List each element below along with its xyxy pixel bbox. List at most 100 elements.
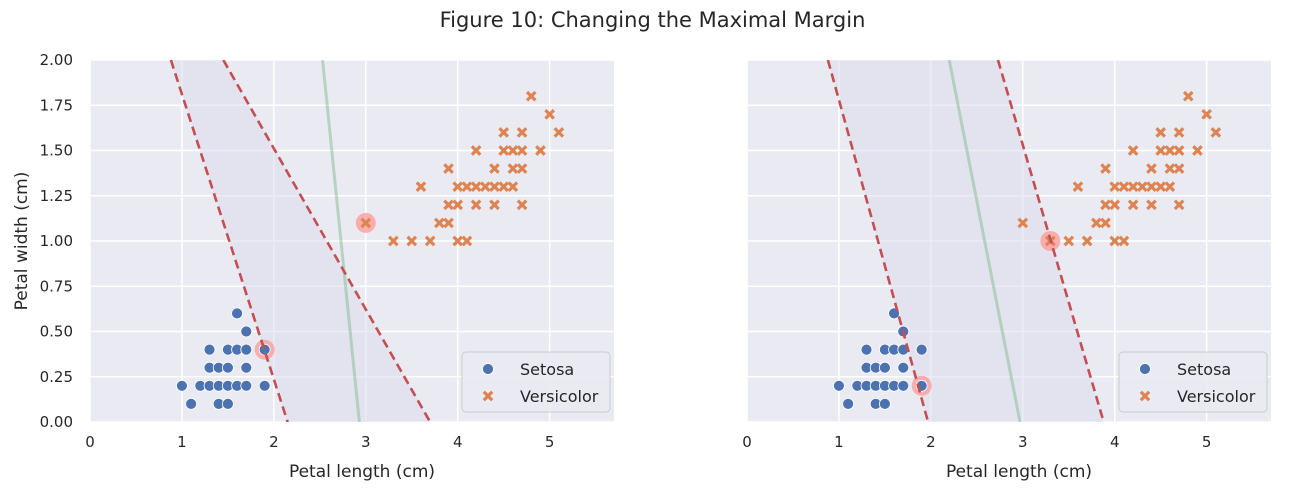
setosa-point — [185, 397, 198, 410]
versicolor-point — [1155, 145, 1167, 156]
versicolor-point — [1100, 163, 1111, 174]
x-axis-label: Petal length (cm) — [946, 462, 1092, 482]
decision-boundary-line — [321, 60, 361, 422]
y-tick-label: 1.75 — [40, 96, 73, 114]
margin-lower-line — [169, 60, 289, 422]
versicolor-point — [388, 235, 399, 247]
y-tick-label: 1.25 — [40, 187, 73, 205]
versicolor-point — [498, 145, 510, 156]
margin-lower-line — [826, 60, 930, 422]
versicolor-point — [1118, 235, 1130, 247]
setosa-point — [231, 307, 243, 320]
setosa-point — [240, 343, 253, 356]
versicolor-point — [1063, 235, 1075, 247]
legend-setosa-marker — [482, 363, 494, 375]
versicolor-point — [424, 235, 436, 247]
x-tick-label: 5 — [1202, 433, 1212, 451]
versicolor-point — [1146, 199, 1157, 211]
versicolor-point — [1164, 145, 1176, 156]
setosa-point — [240, 361, 253, 374]
versicolor-point — [470, 181, 482, 193]
versicolor-point — [1109, 235, 1121, 247]
versicolor-point — [516, 127, 528, 138]
legend: Setosa Versicolor — [461, 351, 611, 413]
versicolor-point — [516, 199, 528, 211]
versicolor-point — [498, 127, 510, 138]
y-tick-label: 1.00 — [40, 232, 73, 250]
setosa-point — [176, 379, 188, 392]
versicolor-point — [360, 217, 372, 229]
versicolor-point — [1127, 145, 1139, 156]
figure-title: Figure 10: Changing the Maximal Margin — [439, 8, 866, 32]
versicolor-point — [479, 181, 491, 193]
versicolor-point — [1090, 217, 1102, 229]
legend-versicolor-label: Versicolor — [520, 387, 599, 406]
versicolor-point — [1017, 217, 1029, 229]
y-tick-label: 2.00 — [40, 51, 73, 69]
y-tick-label: 0.50 — [40, 323, 73, 341]
versicolor-point — [1173, 163, 1185, 174]
versicolor-point — [1109, 181, 1121, 193]
x-tick-label: 1 — [177, 433, 187, 451]
versicolor-point — [1118, 181, 1130, 193]
subplot-1: 0 1 2 3 4 5 0.00 0.25 0.50 0.75 1.00 1.25 1.50 1.75 2.… — [12, 51, 614, 482]
y-tick-label: 0.00 — [40, 413, 73, 431]
setosa-point — [897, 361, 910, 374]
legend-box — [461, 351, 611, 413]
versicolor-point — [1173, 145, 1185, 156]
y-axis-label: Petal width (cm) — [12, 172, 32, 311]
x-tick-label: 3 — [1018, 433, 1028, 451]
versicolor-point — [507, 181, 519, 193]
versicolor-point — [489, 181, 500, 193]
versicolor-point — [1100, 217, 1111, 229]
legend-versicolor-label: Versicolor — [1177, 387, 1256, 406]
versicolor-point — [1164, 163, 1176, 174]
versicolor-point — [498, 181, 510, 193]
setosa-point — [915, 343, 928, 356]
setosa-point — [842, 397, 855, 410]
y-tick-label: 0.75 — [40, 277, 73, 295]
versicolor-point — [1146, 163, 1157, 174]
versicolor-point — [1210, 127, 1222, 138]
versicolor-point — [443, 217, 454, 229]
versicolor-point — [415, 181, 427, 193]
versicolor-point — [489, 199, 500, 211]
versicolor-point — [443, 199, 454, 211]
versicolor-point — [535, 145, 546, 156]
versicolor-point — [1155, 181, 1167, 193]
margin-band — [827, 60, 1104, 422]
versicolor-point — [461, 235, 473, 247]
setosa-point — [221, 361, 234, 374]
versicolor-point — [1127, 181, 1139, 193]
versicolor-point — [1164, 181, 1176, 193]
versicolor-point — [406, 235, 418, 247]
versicolor-point — [470, 199, 482, 211]
versicolor-point — [1072, 181, 1084, 193]
subplot-2: 0 1 2 3 4 5 Petal length (cm) Setosa Versicolor — [742, 60, 1271, 482]
legend-setosa-marker — [1139, 363, 1151, 375]
setosa-point — [240, 379, 253, 392]
versicolor-point — [516, 163, 528, 174]
legend-versicolor-marker — [1139, 390, 1151, 402]
x-tick-label: 3 — [361, 433, 371, 451]
setosa-point — [833, 379, 845, 392]
versicolor-point — [452, 235, 464, 247]
margin-upper-line — [996, 60, 1105, 422]
setosa-point — [897, 379, 910, 392]
legend-versicolor-marker — [482, 390, 494, 402]
y-tick-label: 0.25 — [40, 368, 73, 386]
x-tick-label: 2 — [926, 433, 936, 451]
legend: Setosa Versicolor — [1118, 351, 1268, 413]
decision-boundary-line — [947, 60, 1022, 422]
versicolor-point — [1173, 199, 1185, 211]
versicolor-point — [544, 108, 555, 120]
versicolor-point — [470, 145, 482, 156]
legend-setosa-label: Setosa — [1177, 360, 1231, 379]
x-tick-label: 1 — [834, 433, 844, 451]
x-axis-label: Petal length (cm) — [289, 462, 435, 482]
x-tick-label: 2 — [269, 433, 279, 451]
versicolor-point — [1155, 127, 1167, 138]
x-tick-label: 5 — [545, 433, 555, 451]
